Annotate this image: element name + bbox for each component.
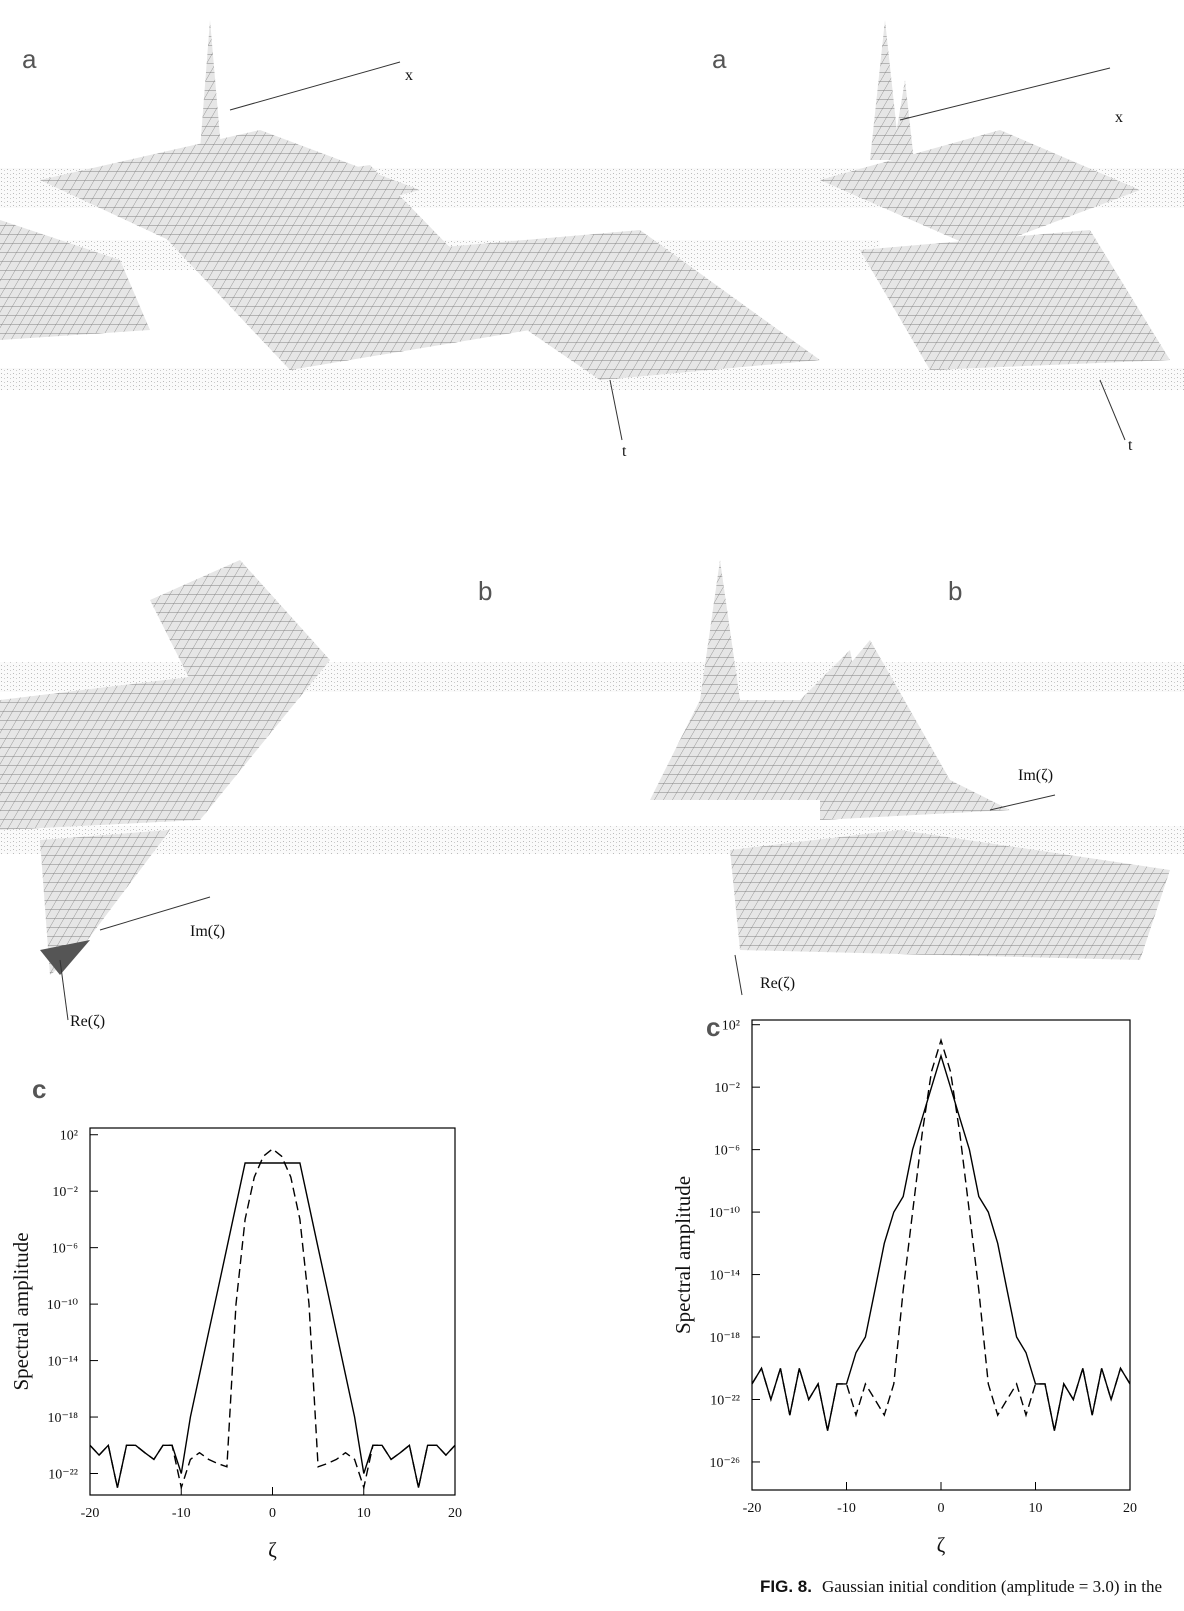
axis-label: Im(ζ): [1018, 767, 1053, 784]
y-tick-label: 10⁻¹⁴: [710, 1269, 741, 1284]
y-tick-label: 10⁻²²: [710, 1393, 740, 1408]
plot-frame: [89, 1127, 456, 1496]
x-tick-label: 20: [448, 1506, 462, 1521]
y-tick-label: 10⁻¹⁴: [48, 1355, 79, 1370]
y-tick-label: 10⁻⁶: [52, 1242, 78, 1257]
x-tick-label: -10: [837, 1501, 856, 1516]
x-tick-label: 20: [1123, 1501, 1137, 1516]
surface-b-right: [650, 560, 1170, 996]
y-tick-label: 10⁻¹⁸: [48, 1411, 79, 1426]
y-tick-label: 10²: [60, 1129, 78, 1144]
caption: FIG. 8. Gaussian initial condition (ampli…: [760, 1577, 1162, 1596]
y-axis-label: Spectral amplitude: [671, 1176, 695, 1334]
surface-a-left: [0, 20, 820, 441]
x-tick-label: -20: [743, 1501, 762, 1516]
y-tick-label: 10⁻¹⁰: [47, 1298, 79, 1313]
x-tick-label: 0: [938, 1501, 945, 1516]
y-axis-label: Spectral amplitude: [9, 1232, 33, 1390]
x-tick-label: 10: [1029, 1501, 1043, 1516]
y-tick-label: 10⁻⁶: [714, 1144, 740, 1159]
caption-label: FIG. 8.: [760, 1577, 812, 1596]
panel-label: a: [22, 44, 37, 74]
y-tick-label: 10⁻¹⁸: [710, 1331, 741, 1346]
axis-label: t: [622, 443, 627, 460]
spectrum-line: [89, 1162, 456, 1488]
y-tick-label: 10⁻²: [52, 1185, 78, 1200]
axis-label: x: [1115, 109, 1123, 126]
y-tick-label: 10²: [722, 1019, 740, 1034]
spectrum-line: [751, 1037, 1131, 1431]
x-tick-label: -10: [172, 1506, 191, 1521]
y-tick-label: 10⁻²: [714, 1081, 740, 1096]
caption-text: Gaussian initial condition (amplitude = …: [822, 1577, 1162, 1596]
panel-label: b: [948, 576, 962, 606]
axis-label: t: [1128, 437, 1133, 454]
axis-label: Re(ζ): [760, 975, 795, 992]
panel-label: c: [706, 1012, 720, 1042]
x-tick-label: -20: [81, 1506, 100, 1521]
scan-band: [0, 368, 1184, 390]
surface-a-right: [820, 20, 1170, 441]
spectrum-line: [751, 1053, 1131, 1431]
y-tick-label: 10⁻²⁶: [710, 1456, 741, 1471]
panel-label: b: [478, 576, 492, 606]
x-axis-label: ζ: [937, 1533, 946, 1557]
plot-frame: [751, 1019, 1131, 1491]
x-tick-label: 0: [269, 1506, 276, 1521]
panel-label: a: [712, 44, 727, 74]
x-tick-label: 10: [357, 1506, 371, 1521]
spectrum-line: [89, 1148, 456, 1491]
y-tick-label: 10⁻¹⁰: [709, 1206, 741, 1221]
axis-label: Re(ζ): [70, 1013, 105, 1030]
axis-label: Im(ζ): [190, 923, 225, 940]
panel-label: c: [32, 1074, 46, 1104]
x-axis-label: ζ: [268, 1538, 277, 1562]
surface-b-left: [0, 560, 330, 1021]
axis-label: x: [405, 67, 413, 84]
y-tick-label: 10⁻²²: [48, 1468, 78, 1483]
